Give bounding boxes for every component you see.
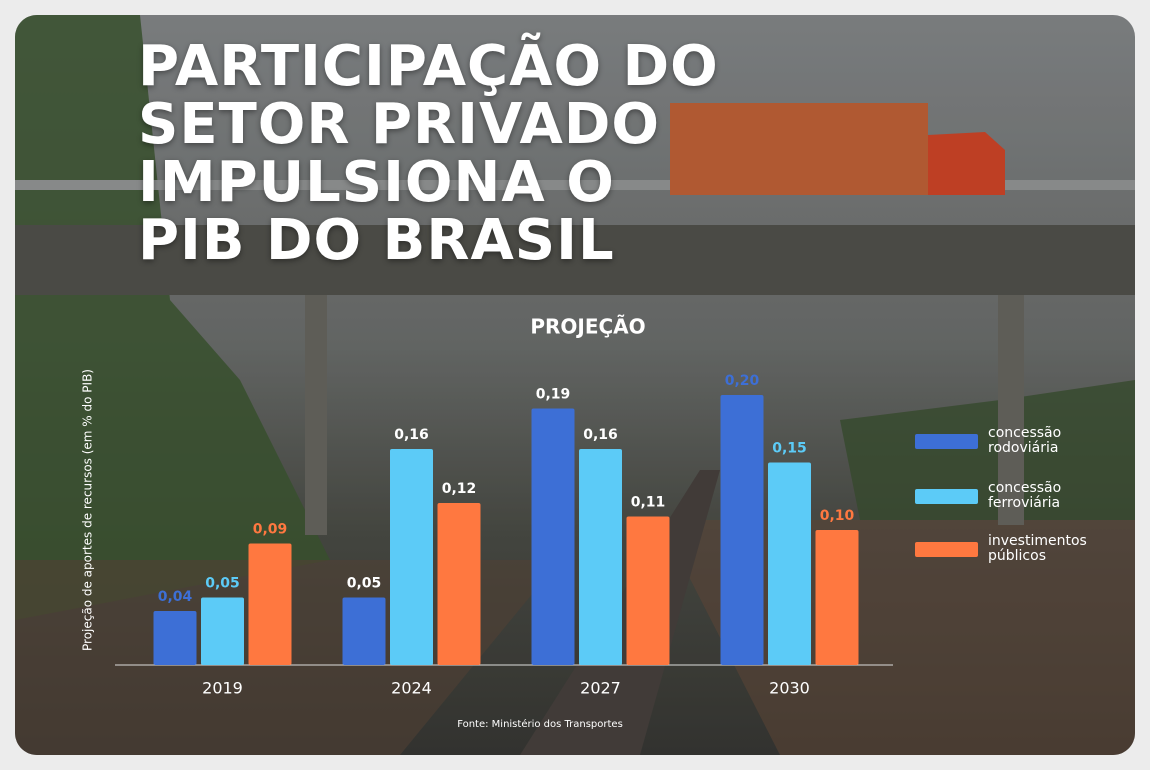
legend-swatch — [915, 434, 978, 449]
value-label: 0,04 — [158, 589, 193, 605]
x-tick-label: 2030 — [769, 679, 810, 698]
bar — [531, 408, 575, 665]
legend-label: concessão ferroviária — [988, 480, 1062, 511]
chart-subtitle: PROJEÇÃO — [530, 315, 645, 339]
value-label: 0,05 — [205, 576, 240, 592]
value-label: 0,16 — [583, 427, 618, 443]
bar — [579, 449, 622, 665]
value-label: 0,20 — [725, 373, 760, 389]
bar — [153, 611, 197, 665]
bar — [437, 503, 481, 665]
value-label: 0,16 — [394, 427, 429, 443]
legend-swatch — [915, 542, 978, 557]
value-label: 0,12 — [442, 481, 477, 497]
title: PARTICIPAÇÃO DO SETOR PRIVADO IMPULSIONA… — [138, 34, 719, 273]
bar — [342, 597, 386, 665]
bar — [768, 462, 811, 665]
bar — [390, 449, 433, 665]
source: Fonte: Ministério dos Transportes — [457, 718, 623, 730]
y-axis-label: Projeção de aportes de recursos (em % do… — [81, 369, 95, 651]
background — [15, 15, 1135, 755]
x-tick-label: 2024 — [391, 679, 432, 698]
x-tick-label: 2027 — [580, 679, 621, 698]
value-label: 0,11 — [631, 495, 666, 511]
value-label: 0,10 — [820, 508, 855, 524]
bar — [720, 395, 764, 665]
value-label: 0,19 — [536, 387, 571, 403]
bar — [815, 530, 859, 665]
bar — [626, 516, 670, 665]
value-label: 0,15 — [772, 441, 807, 457]
value-label: 0,09 — [253, 522, 288, 538]
bar — [248, 543, 292, 665]
x-tick-label: 2019 — [202, 679, 243, 698]
bar — [201, 597, 244, 665]
legend-label: concessão rodoviária — [988, 425, 1062, 456]
value-label: 0,05 — [347, 576, 382, 592]
legend-swatch — [915, 489, 978, 504]
legend-label: investimentos públicos — [988, 533, 1087, 564]
